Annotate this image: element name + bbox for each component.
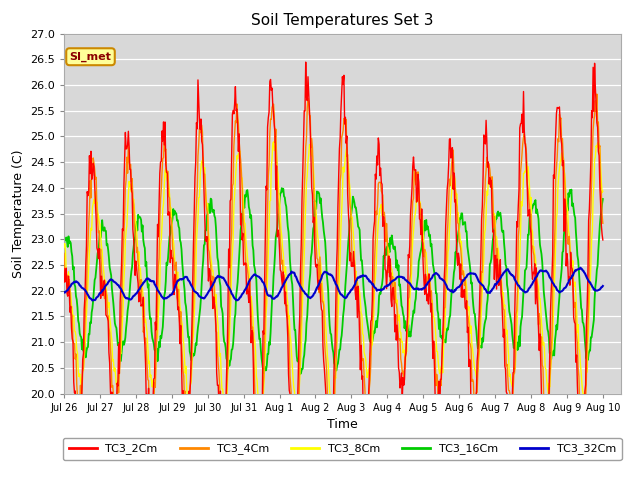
TC3_2Cm	[202, 238, 209, 244]
Line: TC3_2Cm: TC3_2Cm	[64, 62, 603, 480]
TC3_32Cm	[202, 293, 210, 299]
TC3_16Cm	[379, 275, 387, 280]
TC3_4Cm	[378, 190, 386, 196]
TC3_32Cm	[577, 265, 584, 271]
TC3_4Cm	[60, 251, 68, 256]
TC3_32Cm	[550, 282, 558, 288]
TC3_16Cm	[326, 330, 334, 336]
TC3_2Cm	[302, 59, 310, 65]
TC3_32Cm	[60, 289, 68, 295]
TC3_4Cm	[550, 247, 558, 252]
TC3_16Cm	[432, 290, 440, 296]
TC3_32Cm	[378, 287, 386, 292]
Line: TC3_32Cm: TC3_32Cm	[64, 268, 603, 300]
TC3_16Cm	[179, 260, 186, 265]
Title: Soil Temperatures Set 3: Soil Temperatures Set 3	[251, 13, 434, 28]
TC3_2Cm	[179, 395, 186, 401]
TC3_4Cm	[326, 430, 333, 436]
TC3_4Cm	[593, 91, 601, 97]
TC3_8Cm	[269, 139, 277, 145]
Text: SI_met: SI_met	[70, 51, 111, 62]
TC3_8Cm	[179, 322, 186, 327]
Line: TC3_8Cm: TC3_8Cm	[64, 142, 603, 424]
TC3_32Cm	[431, 271, 439, 276]
Line: TC3_4Cm: TC3_4Cm	[64, 94, 603, 461]
TC3_4Cm	[179, 352, 186, 358]
TC3_4Cm	[202, 187, 209, 193]
TC3_2Cm	[60, 265, 68, 271]
TC3_2Cm	[599, 237, 607, 243]
TC3_8Cm	[432, 335, 440, 340]
TC3_32Cm	[599, 283, 607, 289]
TC3_2Cm	[432, 396, 440, 401]
TC3_8Cm	[326, 394, 334, 400]
Line: TC3_16Cm: TC3_16Cm	[64, 188, 603, 374]
Legend: TC3_2Cm, TC3_4Cm, TC3_8Cm, TC3_16Cm, TC3_32Cm: TC3_2Cm, TC3_4Cm, TC3_8Cm, TC3_16Cm, TC3…	[63, 438, 621, 460]
TC3_16Cm	[599, 196, 607, 202]
TC3_16Cm	[297, 371, 305, 377]
TC3_8Cm	[599, 188, 607, 194]
TC3_8Cm	[379, 214, 387, 220]
X-axis label: Time: Time	[327, 418, 358, 431]
TC3_8Cm	[551, 267, 559, 273]
TC3_8Cm	[202, 181, 209, 187]
TC3_4Cm	[431, 353, 439, 359]
TC3_16Cm	[60, 241, 68, 247]
TC3_2Cm	[379, 223, 387, 229]
TC3_16Cm	[202, 228, 209, 233]
TC3_4Cm	[599, 220, 607, 226]
TC3_2Cm	[326, 465, 334, 470]
TC3_8Cm	[293, 421, 301, 427]
TC3_4Cm	[256, 458, 264, 464]
TC3_32Cm	[326, 272, 333, 277]
TC3_16Cm	[278, 185, 285, 191]
Y-axis label: Soil Temperature (C): Soil Temperature (C)	[12, 149, 24, 278]
TC3_16Cm	[551, 338, 559, 344]
TC3_32Cm	[179, 276, 187, 282]
TC3_8Cm	[60, 244, 68, 250]
TC3_2Cm	[551, 150, 559, 156]
TC3_32Cm	[88, 298, 96, 303]
